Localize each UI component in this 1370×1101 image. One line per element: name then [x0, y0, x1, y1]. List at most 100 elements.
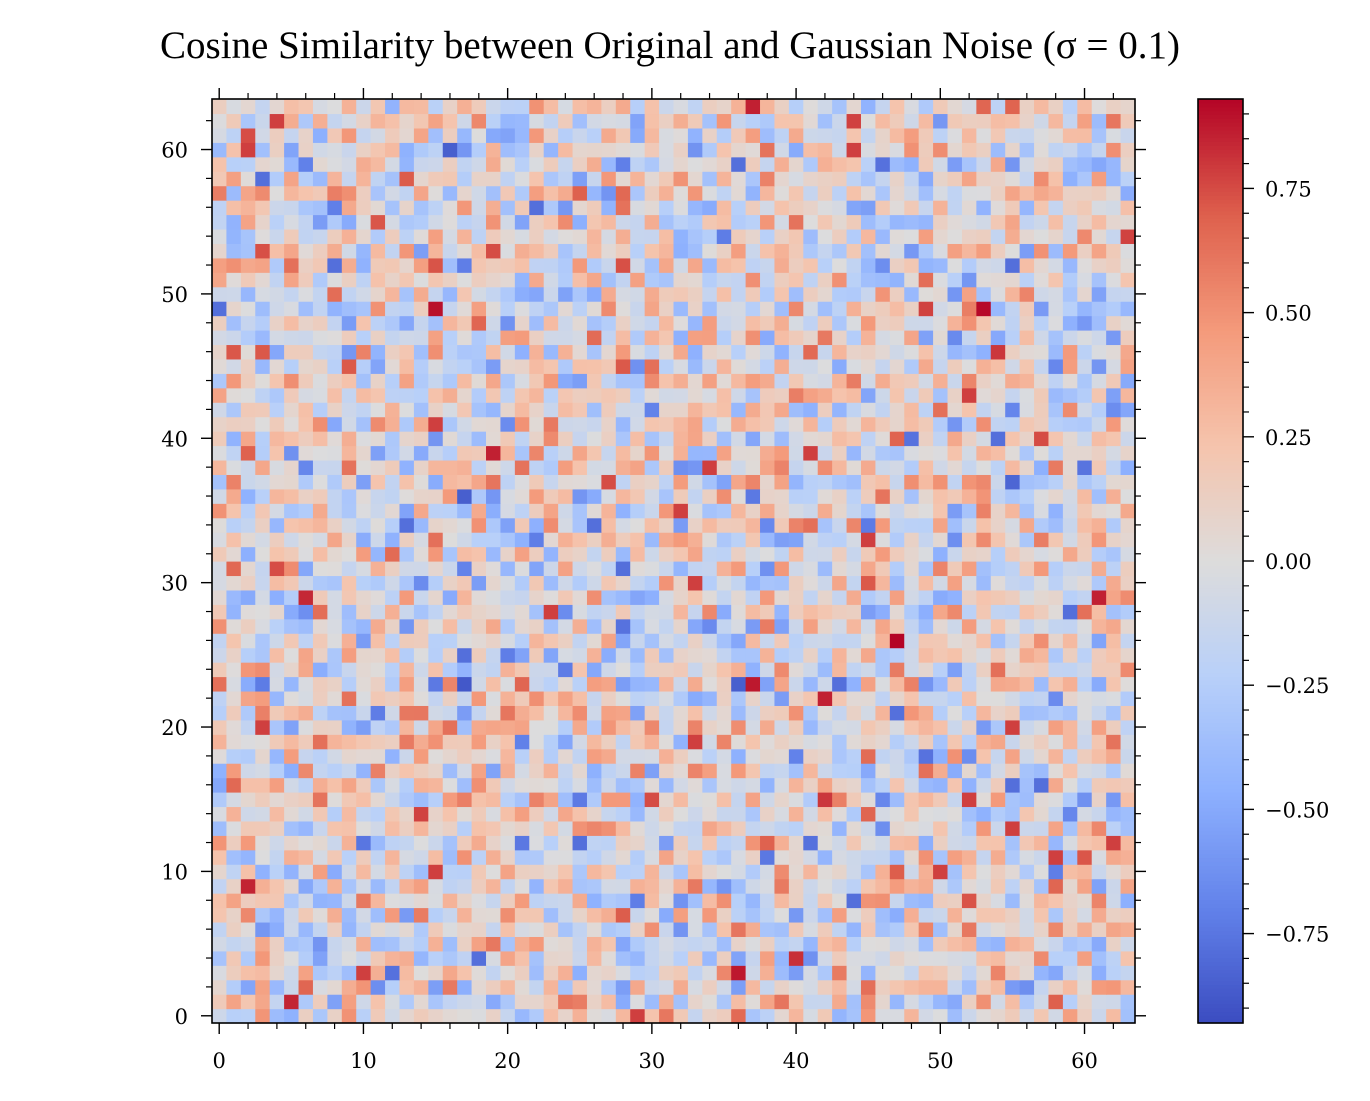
heatmap-cell: [889, 127, 905, 143]
heatmap-cell: [644, 532, 660, 548]
heatmap-cell: [817, 99, 833, 115]
heatmap-cell: [298, 907, 314, 923]
heatmap-cell: [832, 99, 848, 115]
heatmap-cell: [500, 719, 516, 735]
heatmap-cell: [745, 806, 761, 822]
heatmap-cell: [399, 647, 415, 663]
heatmap-cell: [1106, 994, 1122, 1010]
heatmap-cell: [558, 690, 574, 706]
heatmap-cell: [226, 849, 242, 865]
heatmap-cell: [298, 330, 314, 346]
heatmap-cell: [543, 979, 559, 995]
heatmap-cell: [212, 676, 228, 692]
heatmap-cell: [327, 676, 343, 692]
heatmap-cell: [385, 228, 401, 244]
heatmap-cell: [529, 286, 545, 302]
colorbar-segment: [1198, 306, 1243, 312]
heatmap-cell: [486, 806, 502, 822]
heatmap-cell: [1120, 474, 1136, 490]
heatmap-cell: [788, 315, 804, 331]
heatmap-cell: [442, 792, 458, 808]
heatmap-cell: [947, 286, 963, 302]
heatmap-cell: [832, 1008, 848, 1024]
heatmap-cell: [788, 647, 804, 663]
heatmap-cell: [774, 792, 790, 808]
heatmap-cell: [370, 156, 386, 172]
heatmap-cell: [1062, 142, 1078, 158]
heatmap-cell: [1019, 272, 1035, 288]
heatmap-cell: [428, 185, 444, 201]
heatmap-cell: [1005, 171, 1021, 187]
heatmap-cell: [601, 503, 617, 519]
heatmap-cell: [1077, 156, 1093, 172]
heatmap-cell: [615, 459, 631, 475]
heatmap-cell: [774, 474, 790, 490]
heatmap-cell: [514, 792, 530, 808]
heatmap-cell: [702, 907, 718, 923]
heatmap-cell: [312, 214, 328, 230]
heatmap-cell: [1106, 676, 1122, 692]
heatmap-cell: [486, 1008, 502, 1024]
heatmap-cell: [212, 272, 228, 288]
heatmap-cell: [1062, 806, 1078, 822]
heatmap-cell: [673, 734, 689, 750]
heatmap-cell: [1019, 633, 1035, 649]
colorbar-segment: [1198, 684, 1243, 689]
heatmap-cell: [990, 474, 1006, 490]
heatmap-cell: [284, 200, 300, 216]
heatmap-cell: [1091, 185, 1107, 201]
heatmap-cell: [889, 835, 905, 851]
heatmap-cell: [832, 200, 848, 216]
heatmap-cell: [1106, 503, 1122, 519]
heatmap-cell: [269, 690, 285, 706]
heatmap-cell: [385, 575, 401, 591]
heatmap-cell: [601, 185, 617, 201]
heatmap-cell: [687, 142, 703, 158]
heatmap-cell: [659, 589, 675, 605]
heatmap-cell: [731, 315, 747, 331]
heatmap-cell: [1019, 734, 1035, 750]
heatmap-cell: [731, 864, 747, 880]
heatmap-cell: [659, 228, 675, 244]
heatmap-cell: [990, 286, 1006, 302]
heatmap-cell: [1048, 1008, 1064, 1024]
colorbar-segment: [1198, 541, 1243, 547]
heatmap-cell: [385, 965, 401, 981]
heatmap-cell: [889, 561, 905, 577]
heatmap-cell: [875, 99, 891, 115]
heatmap-cell: [817, 474, 833, 490]
heatmap-cell: [803, 344, 819, 360]
heatmap-cell: [312, 228, 328, 244]
heatmap-cell: [673, 171, 689, 187]
heatmap-cell: [817, 979, 833, 995]
heatmap-cell: [774, 734, 790, 750]
heatmap-cell: [356, 893, 372, 909]
heatmap-cell: [1120, 835, 1136, 851]
heatmap-cell: [760, 185, 776, 201]
heatmap-cell: [976, 633, 992, 649]
heatmap-cell: [586, 849, 602, 865]
heatmap-cell: [716, 185, 732, 201]
heatmap-cell: [760, 835, 776, 851]
heatmap-cell: [601, 921, 617, 937]
heatmap-cell: [486, 373, 502, 389]
heatmap-cell: [745, 200, 761, 216]
heatmap-cell: [659, 936, 675, 952]
heatmap-cell: [788, 488, 804, 504]
heatmap-cell: [630, 835, 646, 851]
heatmap-cell: [716, 878, 732, 894]
heatmap-cell: [269, 979, 285, 995]
heatmap-cell: [327, 416, 343, 432]
heatmap-cell: [601, 647, 617, 663]
heatmap-cell: [269, 618, 285, 634]
heatmap-cell: [615, 936, 631, 952]
colorbar-segment: [1198, 638, 1243, 643]
heatmap-cell: [255, 907, 271, 923]
heatmap-cell: [226, 532, 242, 548]
heatmap-cell: [399, 286, 415, 302]
heatmap-cell: [1019, 994, 1035, 1010]
colorbar-tick-label: 0.75: [1265, 177, 1312, 201]
heatmap-cell: [558, 936, 574, 952]
heatmap-cell: [1034, 171, 1050, 187]
